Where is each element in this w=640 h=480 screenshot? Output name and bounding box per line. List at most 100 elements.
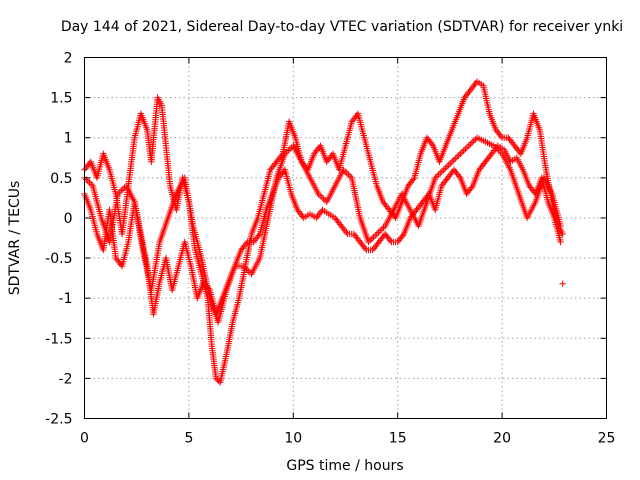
plot-frame: [84, 57, 607, 419]
data-point-track-b: [527, 184, 534, 191]
data-point-track-b: [483, 156, 490, 164]
data-point-track-b: [438, 182, 445, 190]
data-point-track-a: [507, 137, 515, 145]
data-point-track-b: [314, 213, 321, 220]
data-point-track-c: [447, 160, 454, 167]
data-point-track-c: [450, 156, 457, 164]
data-point-track-b: [294, 206, 301, 214]
data-point-track-a: [349, 116, 357, 124]
data-point-track-c: [84, 177, 92, 185]
data-point-track-c: [373, 230, 381, 238]
data-point-track-a: [512, 144, 520, 151]
data-point-track-a: [428, 140, 436, 148]
data-point-track-a: [466, 87, 473, 95]
data-point-track-b: [250, 238, 257, 246]
data-point-track-b: [358, 240, 365, 247]
data-point-track-b: [526, 182, 533, 190]
data-points: [81, 78, 566, 386]
data-point-track-a: [272, 160, 279, 167]
data-point-track-b: [394, 238, 401, 246]
data-point-track-b: [468, 184, 475, 191]
data-point-track-b: [485, 153, 493, 161]
data-point-track-c: [467, 140, 474, 148]
data-point-track-b: [452, 168, 459, 175]
data-point-track-b: [374, 240, 381, 247]
data-point-track-a: [267, 166, 274, 174]
data-point-track-b: [341, 227, 349, 234]
data-point-track-c: [448, 158, 456, 165]
data-point-track-b: [455, 173, 463, 180]
data-point-track-b: [487, 152, 494, 159]
data-point-track-b: [384, 233, 391, 241]
data-point-track-a: [383, 203, 391, 210]
data-point-track-a: [463, 91, 471, 98]
data-point-track-b: [375, 238, 383, 246]
data-point-track-c: [445, 161, 452, 169]
data-point-track-b: [360, 243, 368, 251]
data-point-track-b: [480, 160, 488, 167]
y-tick-label: -1.5: [45, 331, 72, 347]
data-point-track-a: [559, 230, 566, 238]
data-point-track-b: [370, 245, 378, 252]
data-point-track-c: [438, 168, 446, 175]
data-point-track-a: [496, 131, 503, 138]
data-point-track-a: [492, 126, 500, 133]
data-point-track-a: [404, 182, 412, 190]
data-point-track-b: [279, 169, 286, 177]
data-point-track-b: [333, 216, 340, 223]
data-point-track-b: [340, 225, 348, 233]
data-point-track-b: [385, 235, 393, 243]
x-tick-label: 0: [80, 431, 89, 447]
data-point-track-c: [345, 171, 352, 178]
data-point-track-b: [336, 221, 344, 228]
data-point-track-a: [408, 177, 416, 185]
data-point-track-b: [255, 232, 262, 239]
data-point-track-c: [286, 145, 294, 153]
data-point-track-a: [461, 94, 468, 101]
data-point-track-a: [313, 147, 320, 154]
data-point-track-a: [310, 150, 318, 157]
data-point-track-b: [439, 181, 447, 188]
data-point-track-b: [369, 246, 376, 254]
data-point-track-b: [398, 233, 405, 241]
data-point-track-c: [460, 147, 467, 154]
data-point-track-b: [381, 230, 389, 238]
data-point-track-c: [318, 193, 325, 201]
data-point-track-b: [339, 224, 346, 231]
data-point-track-b: [240, 243, 247, 251]
data-point-track-b: [116, 259, 123, 267]
data-point-track-b: [353, 233, 360, 241]
data-point-track-c: [472, 136, 479, 143]
data-point-track-b: [239, 245, 246, 252]
data-point-track-a: [462, 92, 469, 100]
data-point-track-a: [495, 129, 502, 137]
data-point-track-b: [334, 217, 341, 225]
data-point-track-c: [443, 163, 451, 170]
data-point-track-b: [376, 237, 384, 244]
data-point-track-a: [511, 142, 518, 149]
x-tick-label: 20: [493, 431, 511, 447]
data-point-track-b: [113, 256, 121, 263]
data-point-track-c: [440, 166, 447, 174]
data-point-track-a: [470, 83, 477, 90]
data-point-track-b: [482, 158, 489, 165]
data-point-track-b: [467, 185, 474, 193]
data-point-track-b: [478, 163, 485, 170]
data-point-track-b: [395, 237, 403, 244]
data-point-track-b: [529, 187, 537, 194]
data-point-track-a: [471, 81, 478, 88]
data-point-track-c: [118, 187, 125, 194]
y-tick-label: -2.5: [45, 412, 72, 428]
data-point-track-c: [343, 169, 350, 177]
data-point-track-a: [406, 181, 413, 188]
data-point-track-c: [437, 169, 444, 177]
data-point-track-b: [241, 242, 249, 249]
data-point-track-b: [359, 242, 366, 249]
x-axis-label: GPS time / hours: [286, 458, 403, 474]
data-point-track-b: [464, 189, 472, 196]
data-point-track-b: [378, 235, 385, 243]
data-point-track-b: [112, 254, 120, 262]
y-tick-label: -1: [59, 291, 73, 307]
data-point-track-a: [327, 153, 334, 161]
